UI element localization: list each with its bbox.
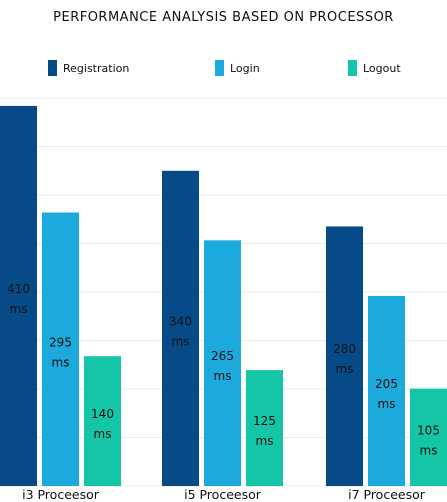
legend-label-registration: Registration <box>63 61 130 75</box>
legend-swatch-registration <box>48 60 57 76</box>
bar-unit-label: ms <box>256 434 274 448</box>
bar-value-label: 105 <box>417 423 440 437</box>
bar-value-label: 410 <box>7 282 30 296</box>
bar-unit-label: ms <box>52 355 70 369</box>
x-tick-label: i5 Proceesor <box>184 487 262 502</box>
bar-login-1 <box>42 212 79 487</box>
bar-registration-3 <box>326 226 363 486</box>
legend-item-registration[interactable]: Registration <box>48 60 129 76</box>
bar-unit-label: ms <box>336 362 354 376</box>
bar-unit-label: ms <box>10 302 28 316</box>
bar-logout-3 <box>410 388 447 486</box>
legend-swatch-logout <box>348 60 357 76</box>
bar-login-3 <box>368 295 405 486</box>
bar-logout-1 <box>84 356 121 486</box>
x-tick-label: i3 Proceesor <box>22 487 100 502</box>
bar-registration-2 <box>162 170 199 487</box>
bar-registration-1 <box>0 105 37 486</box>
bar-value-label: 340 <box>169 314 192 328</box>
bar-unit-label: ms <box>94 427 112 441</box>
bar-unit-label: ms <box>172 334 190 348</box>
bar-unit-label: ms <box>420 443 438 457</box>
legend-label-login: Login <box>230 61 260 75</box>
legend: Registration Login Logout <box>0 60 447 76</box>
bar-value-label: 265 <box>211 349 234 363</box>
bar-value-label: 295 <box>49 335 72 349</box>
bar-value-label: 205 <box>375 377 398 391</box>
bar-unit-label: ms <box>378 397 396 411</box>
bar-logout-2 <box>246 370 283 486</box>
bar-login-2 <box>204 240 241 486</box>
bar-unit-label: ms <box>214 369 232 383</box>
x-tick-label: i7 Proceesor <box>348 487 426 502</box>
chart-title: PERFORMANCE ANALYSIS BASED ON PROCESSOR <box>53 10 394 25</box>
legend-label-logout: Logout <box>363 61 401 75</box>
bar-value-label: 140 <box>91 407 114 421</box>
legend-item-logout[interactable]: Logout <box>348 60 401 76</box>
legend-swatch-login <box>215 60 224 76</box>
bar-value-label: 280 <box>333 342 356 356</box>
legend-item-login[interactable]: Login <box>215 60 260 76</box>
bar-value-label: 125 <box>253 414 276 428</box>
